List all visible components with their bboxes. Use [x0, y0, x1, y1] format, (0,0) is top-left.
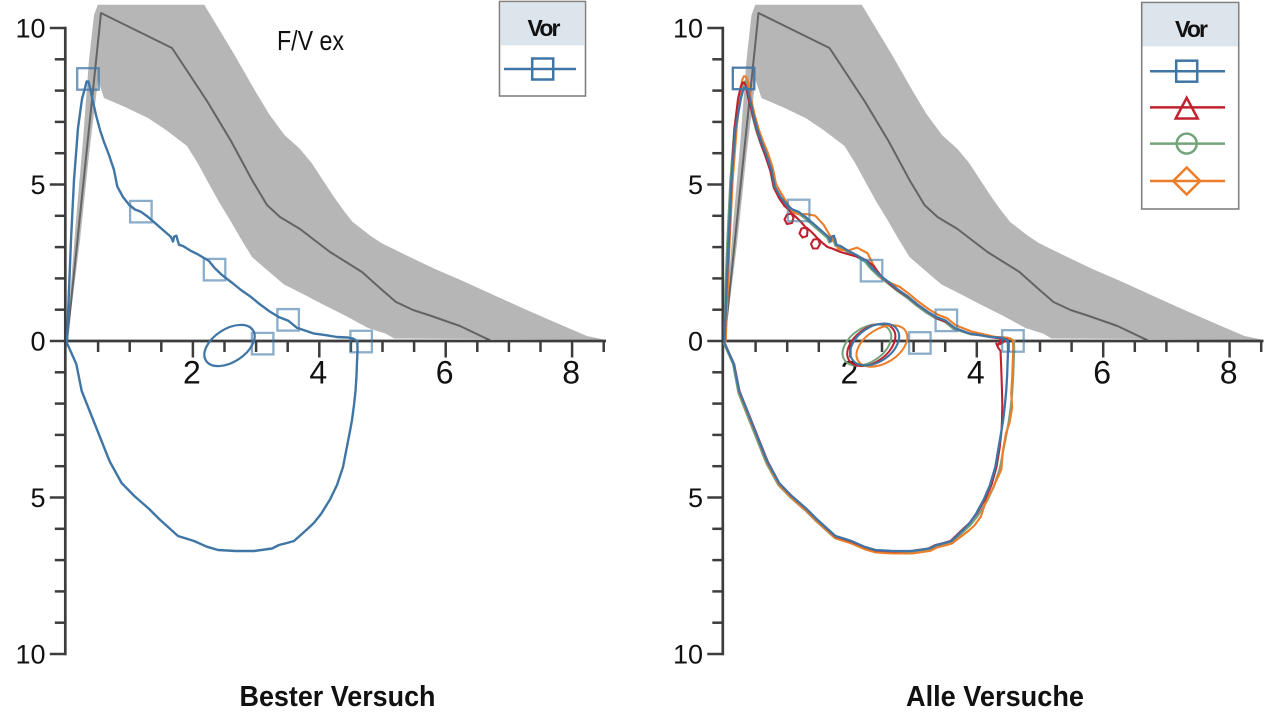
- svg-text:6: 6: [436, 355, 454, 391]
- svg-text:10: 10: [15, 14, 45, 44]
- svg-text:8: 8: [562, 355, 580, 391]
- svg-text:0: 0: [30, 327, 45, 357]
- svg-text:10: 10: [673, 640, 703, 670]
- svg-text:Vor: Vor: [1175, 16, 1208, 42]
- svg-text:5: 5: [30, 170, 45, 200]
- svg-text:Alle Versuche: Alle Versuche: [906, 681, 1084, 713]
- svg-text:0: 0: [688, 327, 703, 357]
- svg-text:6: 6: [1093, 355, 1111, 391]
- svg-text:4: 4: [967, 355, 985, 391]
- svg-text:Vor: Vor: [528, 15, 561, 41]
- svg-text:F/V ex: F/V ex: [277, 25, 344, 56]
- svg-text:5: 5: [688, 170, 703, 200]
- svg-text:8: 8: [1220, 355, 1238, 391]
- svg-text:5: 5: [688, 483, 703, 513]
- svg-text:Bester Versuch: Bester Versuch: [240, 681, 436, 713]
- svg-text:2: 2: [183, 355, 201, 391]
- svg-text:10: 10: [673, 14, 703, 44]
- svg-text:4: 4: [309, 355, 327, 391]
- svg-text:5: 5: [30, 483, 45, 513]
- svg-text:10: 10: [15, 640, 45, 670]
